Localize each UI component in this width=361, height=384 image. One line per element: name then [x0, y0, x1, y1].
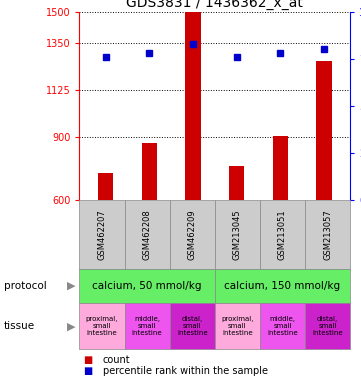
- Text: distal,
small
intestine: distal, small intestine: [312, 316, 343, 336]
- Bar: [142, 143, 157, 200]
- Text: percentile rank within the sample: percentile rank within the sample: [103, 366, 268, 376]
- Text: GSM213057: GSM213057: [323, 209, 332, 260]
- Text: tissue: tissue: [4, 321, 35, 331]
- Text: middle,
small
intestine: middle, small intestine: [132, 316, 162, 336]
- Bar: [185, 12, 201, 200]
- Text: proximal,
small
intestine: proximal, small intestine: [86, 316, 118, 336]
- Text: count: count: [103, 355, 131, 365]
- Text: proximal,
small
intestine: proximal, small intestine: [221, 316, 254, 336]
- Text: calcium, 50 mmol/kg: calcium, 50 mmol/kg: [92, 281, 202, 291]
- Bar: [229, 166, 244, 200]
- Bar: [316, 61, 332, 200]
- Text: ▶: ▶: [67, 321, 76, 331]
- Text: GSM213045: GSM213045: [233, 209, 242, 260]
- Text: calcium, 150 mmol/kg: calcium, 150 mmol/kg: [225, 281, 340, 291]
- Text: ▶: ▶: [67, 281, 76, 291]
- Text: GSM462209: GSM462209: [188, 209, 197, 260]
- Text: ■: ■: [83, 366, 92, 376]
- Bar: [98, 172, 113, 200]
- Text: middle,
small
intestine: middle, small intestine: [267, 316, 298, 336]
- Text: distal,
small
intestine: distal, small intestine: [177, 316, 208, 336]
- Text: GSM462207: GSM462207: [97, 209, 106, 260]
- Text: GSM462208: GSM462208: [143, 209, 152, 260]
- Text: protocol: protocol: [4, 281, 46, 291]
- Text: GSM213051: GSM213051: [278, 209, 287, 260]
- Bar: [273, 136, 288, 200]
- Title: GDS3831 / 1436362_x_at: GDS3831 / 1436362_x_at: [126, 0, 303, 10]
- Text: ■: ■: [83, 355, 92, 365]
